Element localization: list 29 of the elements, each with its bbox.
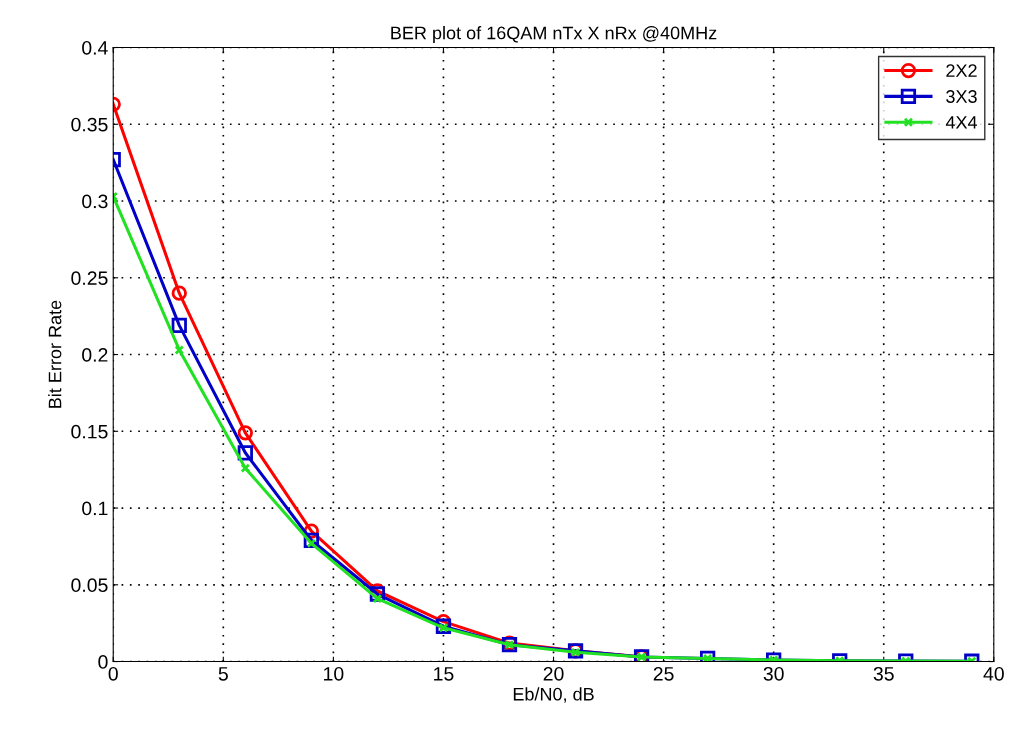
x-tick-label: 35 (873, 666, 894, 681)
y-tick-label: 0.3 (82, 194, 108, 209)
point (240, 463, 251, 473)
x-axis-title: Eb/N0, dB (513, 687, 594, 703)
legend-label: 2X2 (946, 64, 977, 77)
legend-label: 4X4 (945, 116, 978, 129)
point (174, 345, 185, 355)
y-tick-label: 0.2 (82, 348, 108, 362)
y-tick-label: 0.1 (82, 501, 108, 516)
y-tick-label: 0.4 (82, 40, 108, 55)
x-tick-label: 25 (653, 666, 674, 681)
x-tick-label: 20 (543, 666, 564, 681)
point (171, 317, 187, 334)
chart-title: BER plot of 16QAM nTx X nRx @40MHz (391, 26, 717, 43)
y-axis-title: Bit Error Rate (48, 300, 62, 408)
y-tick-label: 0.15 (71, 424, 108, 439)
x-tick-label: 10 (324, 666, 344, 681)
y-tick-label: 0.05 (71, 578, 108, 593)
y-tick-label: 0.25 (71, 271, 108, 286)
legend-label: 3X3 (946, 90, 977, 103)
x-tick-label: 15 (434, 667, 454, 681)
y-tick-label: 0.35 (71, 117, 108, 132)
point (171, 285, 187, 301)
x-tick-label: 0 (108, 666, 118, 681)
point (237, 425, 253, 441)
x-tick-label: 40 (983, 666, 1004, 681)
y-tick-label: 0 (98, 655, 108, 669)
x-tick-label: 5 (218, 667, 228, 681)
x-tick-label: 30 (763, 666, 784, 681)
